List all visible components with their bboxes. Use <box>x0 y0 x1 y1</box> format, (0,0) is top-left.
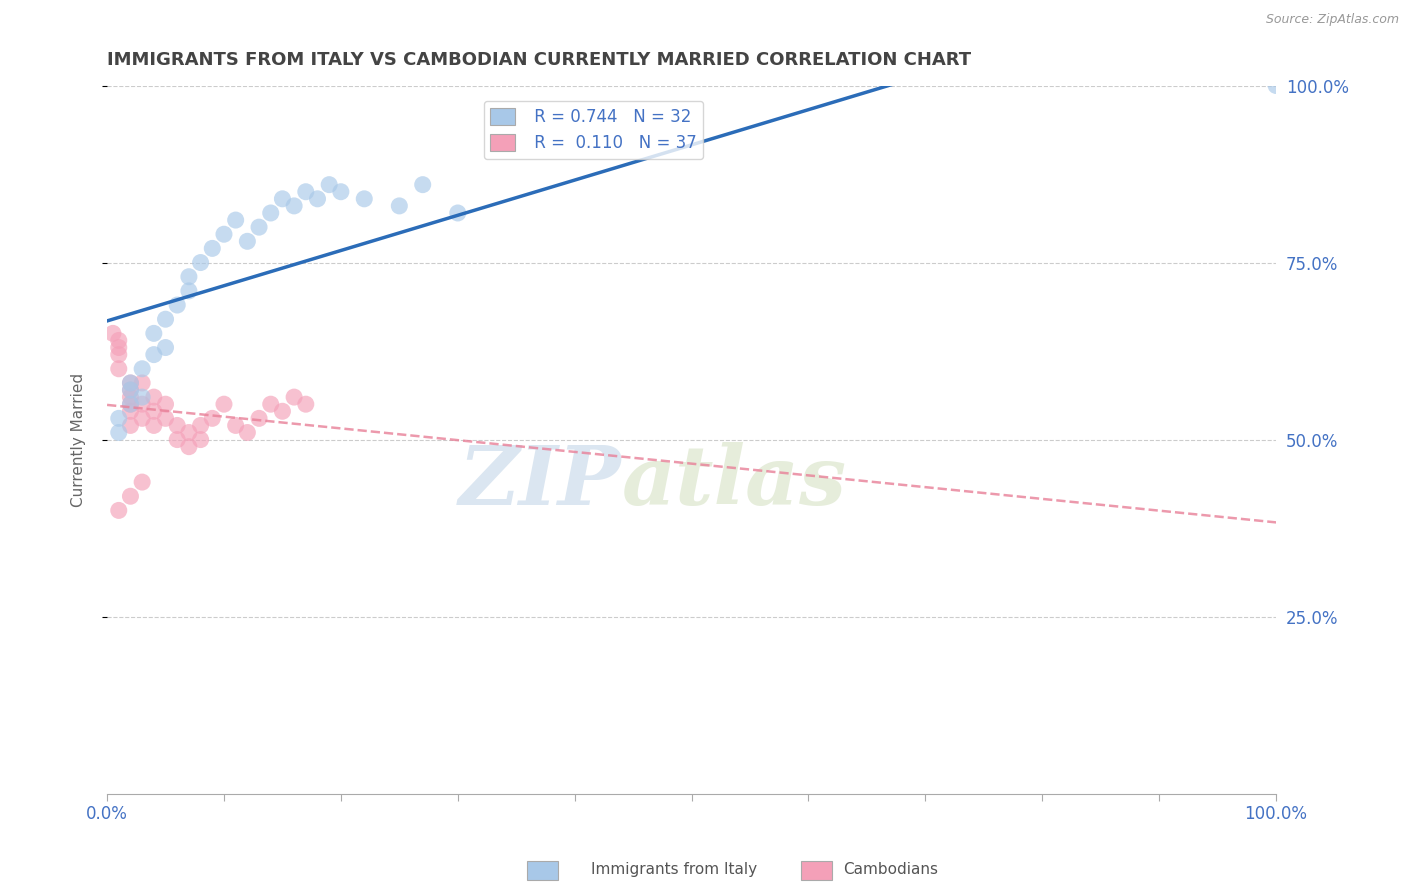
Point <box>107 411 129 425</box>
Point <box>120 383 142 397</box>
Point <box>271 404 294 418</box>
Point <box>120 397 142 411</box>
Point <box>120 390 142 404</box>
Point <box>212 397 235 411</box>
Point <box>142 326 165 341</box>
Point <box>307 192 329 206</box>
Point <box>142 348 165 362</box>
Point <box>120 418 142 433</box>
Point <box>190 433 212 447</box>
Point <box>120 376 142 390</box>
Text: atlas: atlas <box>621 442 846 522</box>
Point <box>353 192 375 206</box>
Point <box>177 440 200 454</box>
Point <box>107 425 129 440</box>
Point <box>131 397 153 411</box>
Point <box>177 284 200 298</box>
Point <box>155 312 177 326</box>
Point <box>247 220 270 235</box>
Point <box>318 178 340 192</box>
Point <box>120 397 142 411</box>
Point <box>131 411 153 425</box>
Point <box>142 404 165 418</box>
Text: IMMIGRANTS FROM ITALY VS CAMBODIAN CURRENTLY MARRIED CORRELATION CHART: IMMIGRANTS FROM ITALY VS CAMBODIAN CURRE… <box>107 51 972 69</box>
Point <box>131 475 153 489</box>
Point <box>107 348 129 362</box>
Point <box>177 269 200 284</box>
Point <box>155 411 177 425</box>
Point <box>447 206 470 220</box>
Point <box>120 489 142 503</box>
Point <box>260 206 283 220</box>
Point <box>190 418 212 433</box>
Y-axis label: Currently Married: Currently Married <box>72 373 86 507</box>
Point <box>120 404 142 418</box>
Point <box>166 433 188 447</box>
Point <box>131 361 153 376</box>
Point <box>225 418 247 433</box>
Point <box>236 235 259 249</box>
Point <box>107 334 129 348</box>
Point <box>131 390 153 404</box>
Text: Cambodians: Cambodians <box>844 863 939 877</box>
Point <box>1265 78 1288 93</box>
Text: ZIP: ZIP <box>458 442 621 522</box>
Point <box>247 411 270 425</box>
Point <box>131 376 153 390</box>
Point <box>201 241 224 255</box>
Point <box>166 298 188 312</box>
Point <box>260 397 283 411</box>
Point <box>271 192 294 206</box>
Point <box>107 503 129 517</box>
Point <box>236 425 259 440</box>
Point <box>190 255 212 269</box>
Point <box>177 425 200 440</box>
Point <box>329 185 352 199</box>
Point <box>388 199 411 213</box>
Point <box>212 227 235 242</box>
Point <box>101 326 124 341</box>
Point <box>107 361 129 376</box>
Point <box>120 383 142 397</box>
Point <box>283 199 305 213</box>
Point <box>120 376 142 390</box>
Text: Source: ZipAtlas.com: Source: ZipAtlas.com <box>1265 13 1399 27</box>
Point <box>166 418 188 433</box>
Point <box>412 178 434 192</box>
Point <box>201 411 224 425</box>
Point <box>142 390 165 404</box>
Point <box>107 341 129 355</box>
Text: Immigrants from Italy: Immigrants from Italy <box>591 863 756 877</box>
Legend:  R = 0.744   N = 32,  R =  0.110   N = 37: R = 0.744 N = 32, R = 0.110 N = 37 <box>484 101 703 159</box>
Point <box>295 397 318 411</box>
Point <box>225 213 247 227</box>
Point <box>142 418 165 433</box>
Point <box>283 390 305 404</box>
Point <box>155 341 177 355</box>
Point <box>155 397 177 411</box>
Point <box>295 185 318 199</box>
